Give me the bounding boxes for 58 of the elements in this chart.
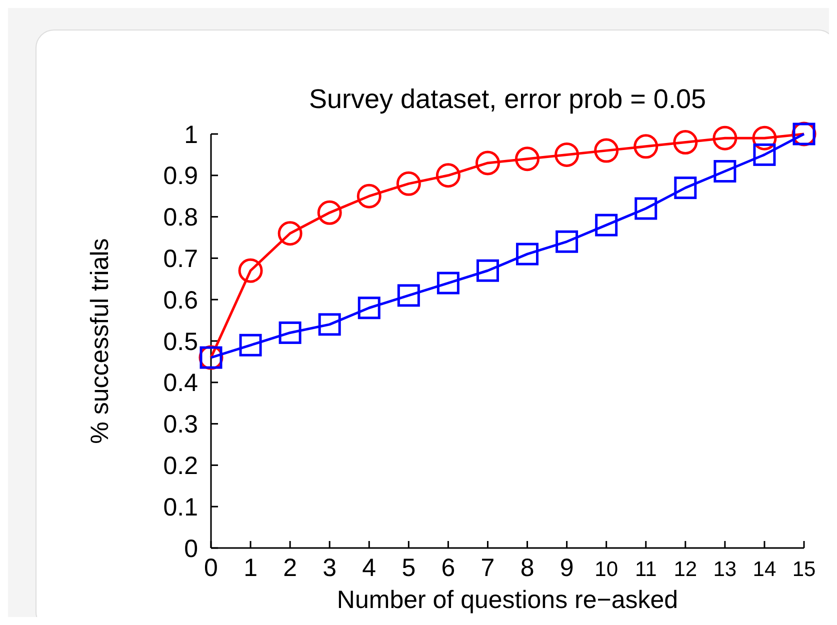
- x-tick-label: 2: [283, 554, 298, 582]
- point: [594, 138, 619, 163]
- point: [317, 200, 342, 225]
- point: [674, 176, 697, 200]
- x-tick-label: 8: [520, 554, 534, 582]
- point: [595, 214, 618, 236]
- point: [475, 150, 500, 176]
- point: [673, 130, 698, 155]
- point: [712, 126, 738, 150]
- point: [436, 163, 460, 188]
- y-tick-label: 0.9: [163, 162, 198, 190]
- point: [356, 184, 382, 208]
- point: [436, 272, 460, 294]
- x-tick-label: 10: [594, 558, 618, 581]
- x-tick-label: 0: [204, 554, 218, 582]
- y-tick-label: 0.7: [163, 244, 198, 273]
- point: [278, 321, 302, 344]
- point: [238, 258, 263, 283]
- point: [239, 334, 262, 356]
- chart-title: Survey dataset, error prob = 0.05: [309, 84, 706, 114]
- point: [515, 146, 540, 172]
- point: [556, 230, 578, 253]
- point: [358, 296, 380, 320]
- y-tick-label: 1: [184, 120, 198, 149]
- y-tick-label: 0: [184, 534, 198, 563]
- x-axis-title: Number of questions re−asked: [336, 586, 678, 614]
- x-tick-label: 15: [792, 558, 816, 581]
- x-tick-label: 4: [362, 554, 376, 582]
- y-axis-title: % successful trials: [86, 238, 114, 444]
- y-tick-label: 0.1: [163, 493, 198, 522]
- point: [278, 221, 302, 246]
- x-tick-label: 13: [713, 558, 737, 581]
- y-tick-label: 0.4: [163, 369, 198, 398]
- x-tick-label: 11: [634, 558, 657, 581]
- y-tick-label: 0.2: [163, 452, 198, 480]
- x-tick-label: 1: [244, 554, 258, 582]
- y-tick-label: 0.3: [163, 410, 198, 439]
- y-tick-label: 0.6: [163, 286, 198, 314]
- x-tick-label: 5: [402, 554, 416, 582]
- point: [516, 242, 539, 266]
- point: [397, 284, 420, 307]
- point: [476, 259, 499, 282]
- x-tick-label: 7: [480, 554, 495, 582]
- point: [714, 160, 736, 183]
- point: [318, 313, 341, 336]
- point: [753, 143, 776, 166]
- x-tick-label: 6: [441, 554, 456, 582]
- y-tick-label: 0.8: [163, 204, 198, 232]
- point: [396, 171, 421, 196]
- x-tick-label: 9: [560, 554, 574, 582]
- x-tick-label: 3: [322, 554, 337, 582]
- y-tick-label: 0.5: [163, 328, 198, 356]
- point: [554, 142, 580, 167]
- point: [634, 134, 658, 159]
- x-tick-label: 12: [674, 558, 698, 581]
- x-tick-label: 14: [752, 558, 776, 581]
- point: [634, 197, 658, 220]
- point: [752, 126, 777, 150]
